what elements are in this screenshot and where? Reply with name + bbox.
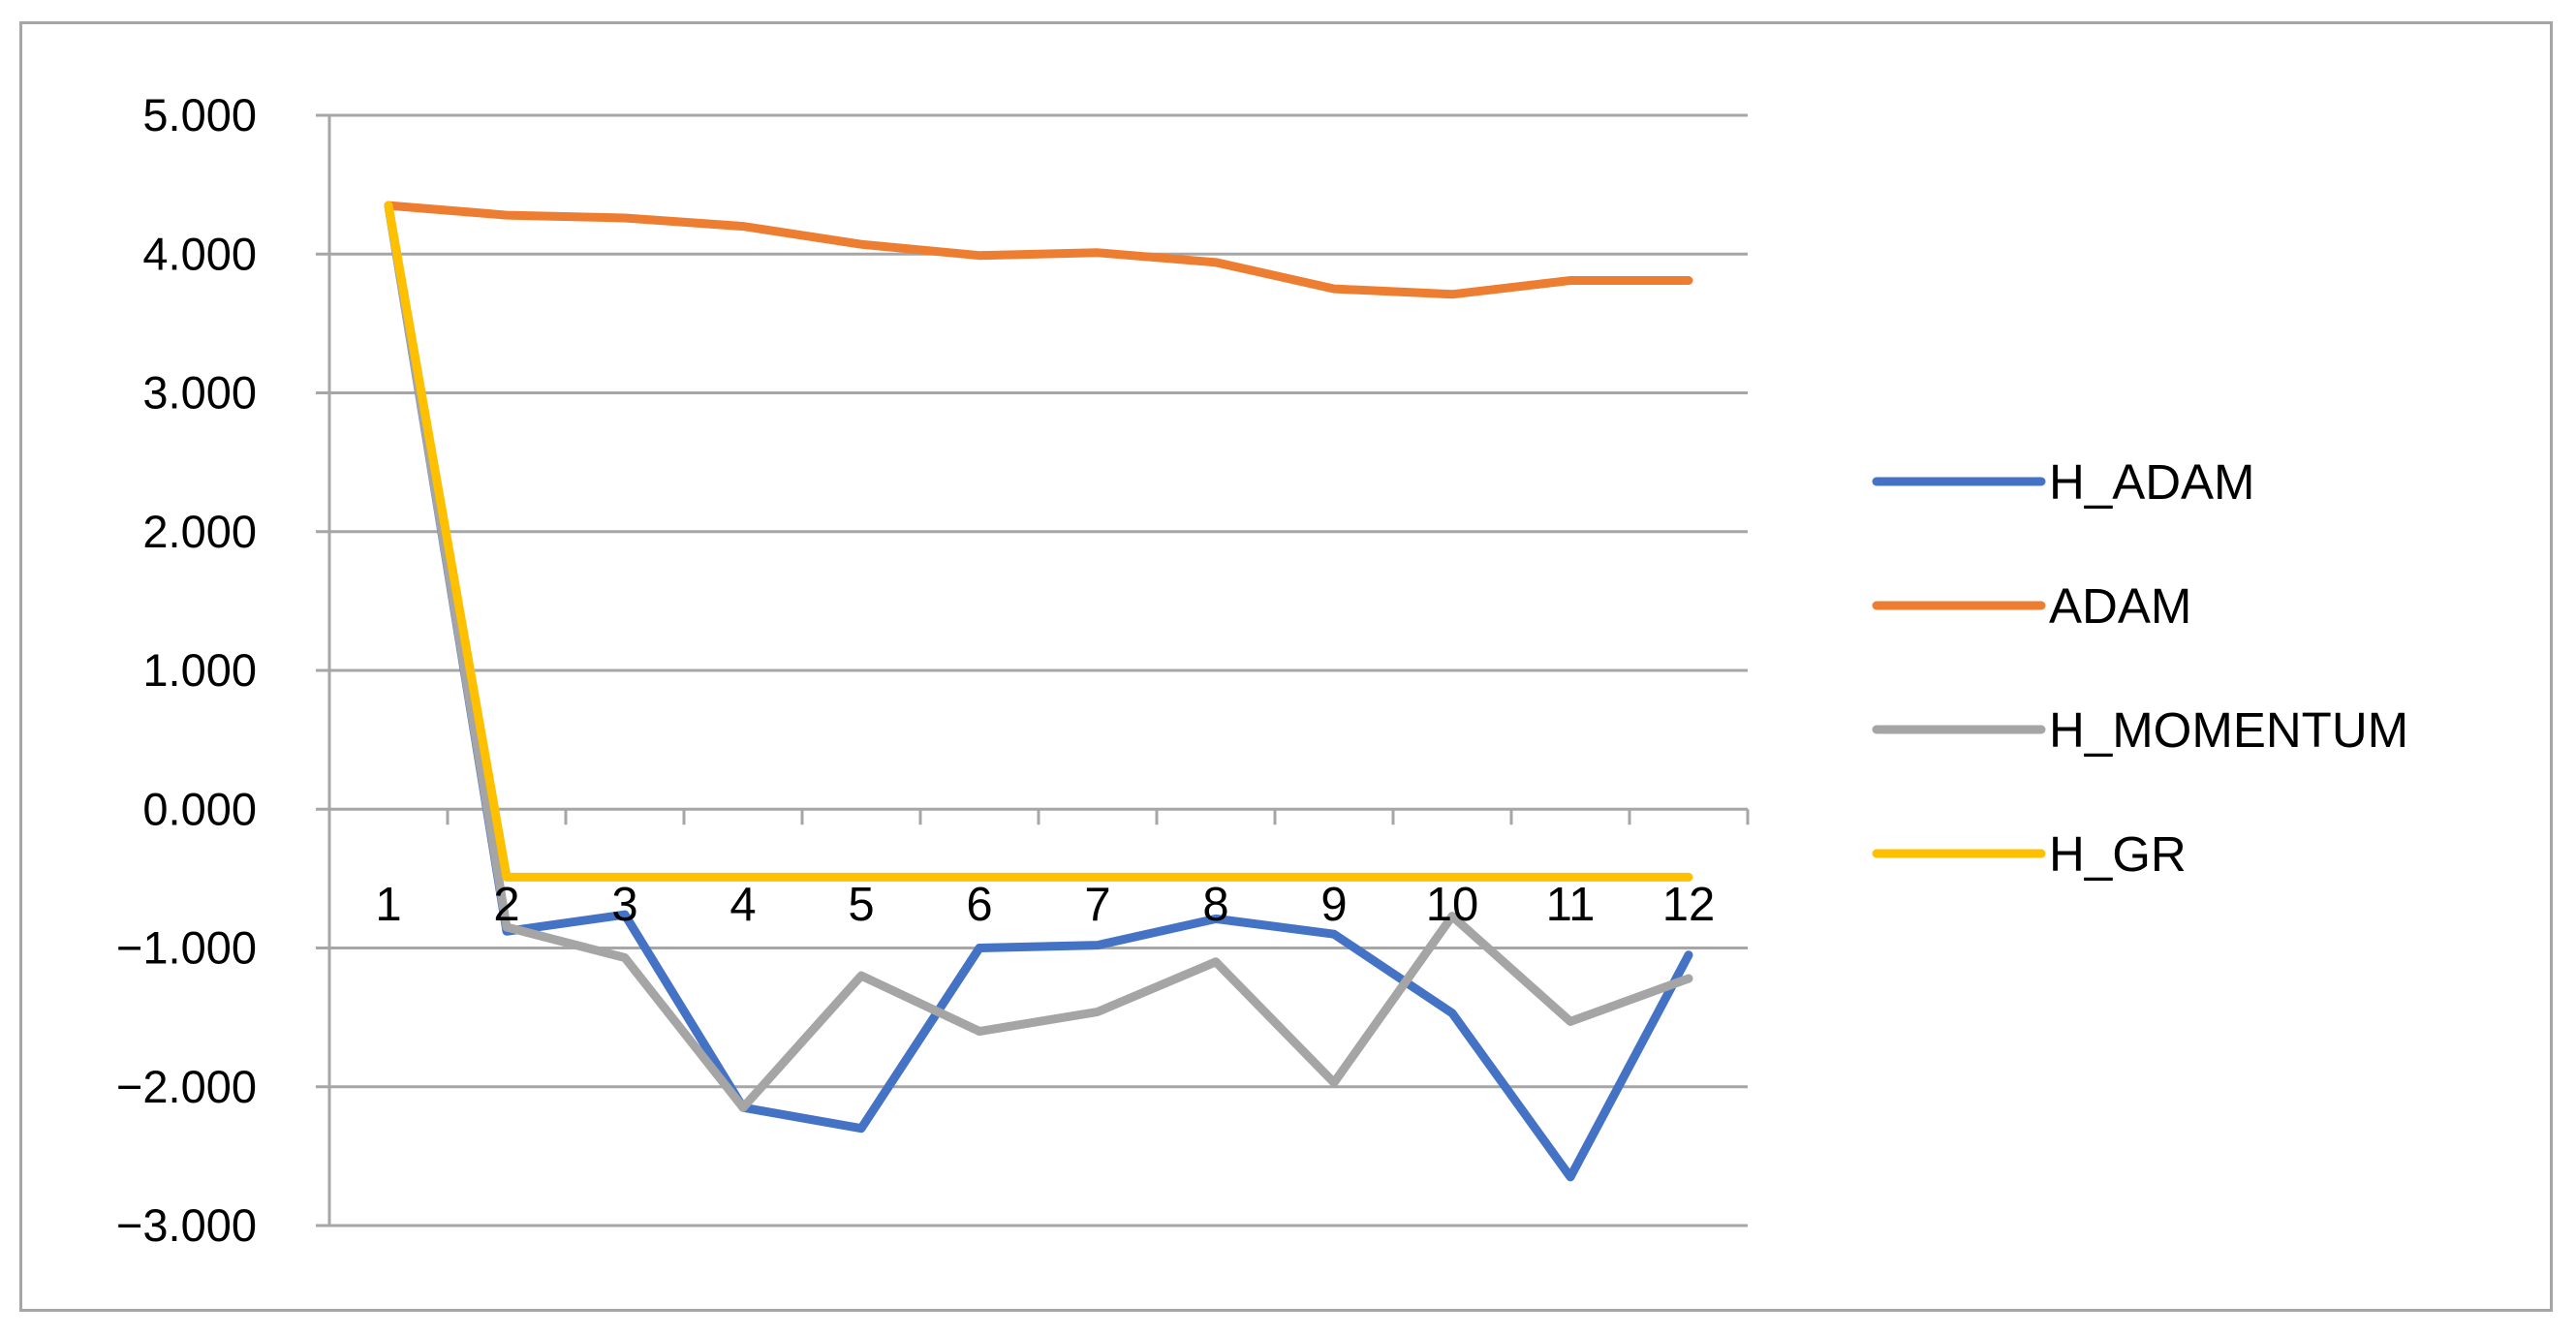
series-line-adam — [384, 201, 1693, 299]
legend-label: H_GR — [2049, 826, 2187, 882]
x-tick-label: 2 — [493, 879, 519, 931]
legend-item: H_MOMENTUM — [1872, 702, 2408, 758]
y-tick-label: 5.000 — [142, 89, 257, 140]
series-line-h-gr — [384, 201, 1693, 882]
y-tick-label: 2.000 — [142, 506, 257, 557]
y-tick-label: 0.000 — [142, 783, 257, 834]
legend-label: H_ADAM — [2049, 454, 2255, 510]
y-tick-label: −3.000 — [116, 1199, 257, 1251]
x-tick-label: 11 — [1546, 879, 1596, 931]
legend-label: H_MOMENTUM — [2049, 702, 2408, 758]
legend: H_ADAM ADAM H_MOMENTUM H_GR — [1872, 454, 2408, 882]
y-tick-label: −2.000 — [116, 1061, 257, 1112]
y-tick-labels: 5.000 4.000 3.000 2.000 1.000 0.000 −1.000 −2.0… — [116, 89, 257, 1251]
x-tick-label: 4 — [729, 879, 756, 931]
y-tick-label: 1.000 — [142, 644, 257, 696]
y-tick-label: −1.000 — [116, 922, 257, 974]
legend-item: H_GR — [1872, 826, 2187, 882]
x-tick-label: 3 — [611, 879, 637, 931]
y-tick-label: 4.000 — [142, 228, 257, 279]
x-tick-label: 1 — [375, 879, 401, 931]
x-tick-labels: 1 2 3 4 5 6 7 8 9 10 11 12 — [375, 879, 1715, 931]
line-chart: 5.000 4.000 3.000 2.000 1.000 0.000 −1.000 −2.0… — [116, 89, 2408, 1251]
chart-frame: 5.000 4.000 3.000 2.000 1.000 0.000 −1.000 −2.0… — [19, 21, 2553, 1312]
legend-item: ADAM — [1872, 578, 2191, 634]
x-tick-label: 7 — [1084, 879, 1110, 931]
x-tick-label: 10 — [1426, 879, 1479, 931]
x-tick-label: 8 — [1202, 879, 1228, 931]
x-tick-label: 5 — [848, 879, 874, 931]
x-tick-label: 12 — [1662, 879, 1716, 931]
y-tick-label: 3.000 — [142, 367, 257, 419]
axes — [316, 113, 1750, 1227]
x-tick-label: 6 — [966, 879, 992, 931]
legend-item: H_ADAM — [1872, 454, 2255, 510]
x-tick-label: 9 — [1320, 879, 1347, 931]
series-line-h-momentum — [384, 201, 1693, 1112]
series-lines — [384, 201, 1693, 1182]
series-line-h-adam — [384, 201, 1693, 1182]
legend-label: ADAM — [2049, 578, 2191, 634]
